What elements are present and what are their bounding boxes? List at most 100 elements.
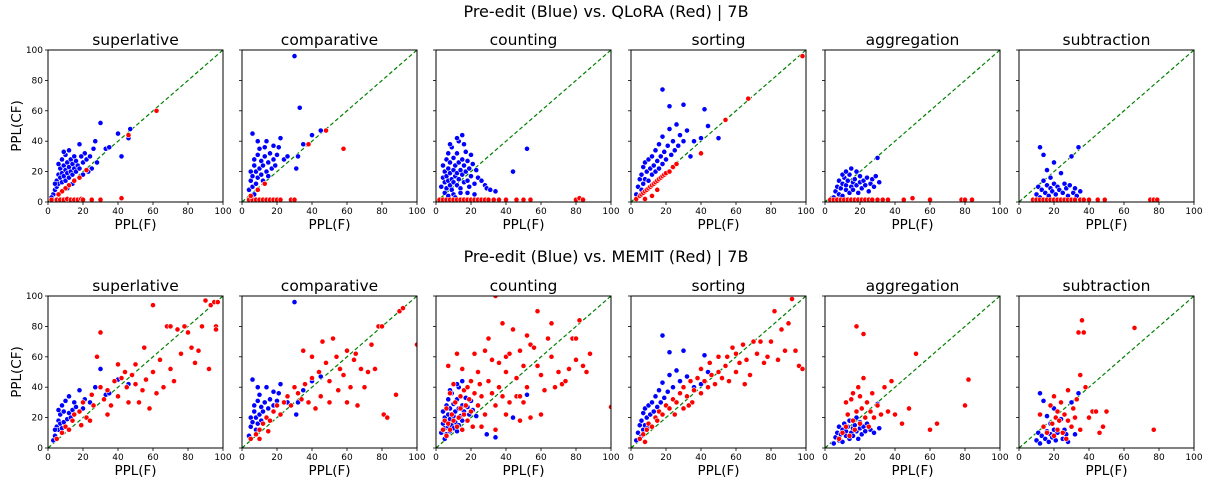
- x-tick-label: 40: [112, 453, 124, 463]
- x-tick-label: 80: [182, 207, 194, 217]
- data-point: [874, 402, 881, 409]
- data-point: [573, 356, 579, 363]
- data-point: [1037, 390, 1043, 397]
- data-point: [97, 366, 104, 372]
- data-point: [323, 127, 329, 134]
- panel-title: subtraction: [1063, 277, 1151, 295]
- data-point: [358, 366, 364, 372]
- data-point: [60, 408, 67, 415]
- data-point: [685, 402, 692, 409]
- x-tick-label: 0: [1016, 207, 1022, 217]
- data-point: [1068, 153, 1075, 160]
- data-point: [295, 390, 301, 397]
- x-tick-label: 0: [628, 207, 634, 217]
- data-point: [677, 390, 683, 397]
- data-point: [691, 138, 697, 145]
- x-tick-label: 20: [465, 453, 477, 463]
- data-point: [513, 196, 520, 202]
- panel-title: sorting: [692, 277, 746, 295]
- data-point: [122, 369, 128, 375]
- data-point: [1045, 439, 1052, 445]
- data-point: [1044, 429, 1050, 436]
- data-point: [510, 414, 516, 421]
- x-tick-label: 40: [306, 453, 318, 463]
- data-point: [309, 132, 315, 139]
- data-point: [300, 387, 307, 394]
- panel-title: counting: [490, 277, 558, 295]
- panel-title: subtraction: [1063, 31, 1151, 49]
- data-point: [708, 372, 715, 378]
- data-point: [517, 347, 523, 354]
- data-point: [457, 189, 464, 196]
- axes-frame: [241, 49, 418, 203]
- data-point: [478, 423, 485, 430]
- data-point: [850, 186, 856, 193]
- x-tick-label: 60: [147, 453, 159, 463]
- x-tick-label: 60: [924, 207, 936, 217]
- data-point: [249, 173, 256, 180]
- x-axis-label: PPL(F): [1085, 217, 1127, 233]
- data-point: [888, 378, 895, 385]
- data-point: [789, 296, 795, 302]
- axes-frame: [824, 295, 1001, 449]
- data-point: [454, 350, 460, 357]
- data-point: [698, 390, 704, 397]
- data-point: [566, 366, 572, 372]
- data-point: [457, 393, 464, 400]
- data-point: [256, 145, 263, 152]
- data-point: [691, 387, 697, 394]
- data-point: [443, 432, 450, 439]
- data-point: [123, 384, 130, 391]
- data-point: [722, 117, 729, 123]
- x-tick-label: 0: [433, 453, 439, 463]
- data-point: [469, 161, 476, 167]
- data-point: [160, 384, 167, 391]
- data-point: [664, 388, 671, 395]
- data-point: [965, 376, 972, 383]
- data-point: [270, 142, 277, 149]
- x-tick-label: 40: [695, 207, 707, 217]
- x-tick-label: 20: [465, 207, 477, 217]
- data-point: [447, 141, 453, 148]
- data-point: [726, 378, 732, 385]
- data-point: [671, 411, 678, 418]
- data-point: [455, 176, 462, 183]
- data-point: [1100, 423, 1106, 430]
- data-point: [496, 384, 502, 391]
- data-point: [450, 417, 457, 424]
- data-point: [260, 420, 266, 427]
- data-point: [1077, 426, 1084, 433]
- scatter-panel-subtraction-row1: 0 20 40 60 80 100 subtraction PPL(F): [1016, 277, 1203, 479]
- axes-frame: [824, 49, 1001, 203]
- data-point: [541, 387, 548, 394]
- data-point: [913, 350, 919, 357]
- data-point: [775, 356, 781, 363]
- data-point: [87, 153, 93, 160]
- data-point: [178, 350, 184, 357]
- data-point: [291, 196, 298, 202]
- data-point: [97, 196, 104, 202]
- data-point: [499, 320, 506, 327]
- x-tick-label: 20: [1048, 453, 1060, 463]
- points-group: [246, 53, 347, 202]
- data-point: [538, 411, 544, 418]
- data-point: [267, 396, 273, 403]
- x-tick-label: 60: [730, 207, 742, 217]
- data-point: [1082, 384, 1089, 391]
- data-point: [265, 428, 272, 435]
- data-point: [865, 423, 872, 430]
- panel-title: comparative: [281, 31, 378, 49]
- data-point: [865, 188, 872, 195]
- x-tick-label: 60: [341, 453, 353, 463]
- points-group: [246, 299, 417, 442]
- data-point: [305, 399, 312, 406]
- y-tick-label: 100: [26, 292, 43, 302]
- axes-frame: [1018, 49, 1195, 203]
- data-point: [869, 390, 876, 397]
- data-point: [534, 308, 541, 315]
- data-point: [652, 147, 659, 154]
- x-axis-label: PPL(F): [891, 217, 933, 233]
- y-tick-label: 80: [32, 322, 44, 332]
- data-point: [1056, 417, 1063, 424]
- data-point: [706, 359, 713, 366]
